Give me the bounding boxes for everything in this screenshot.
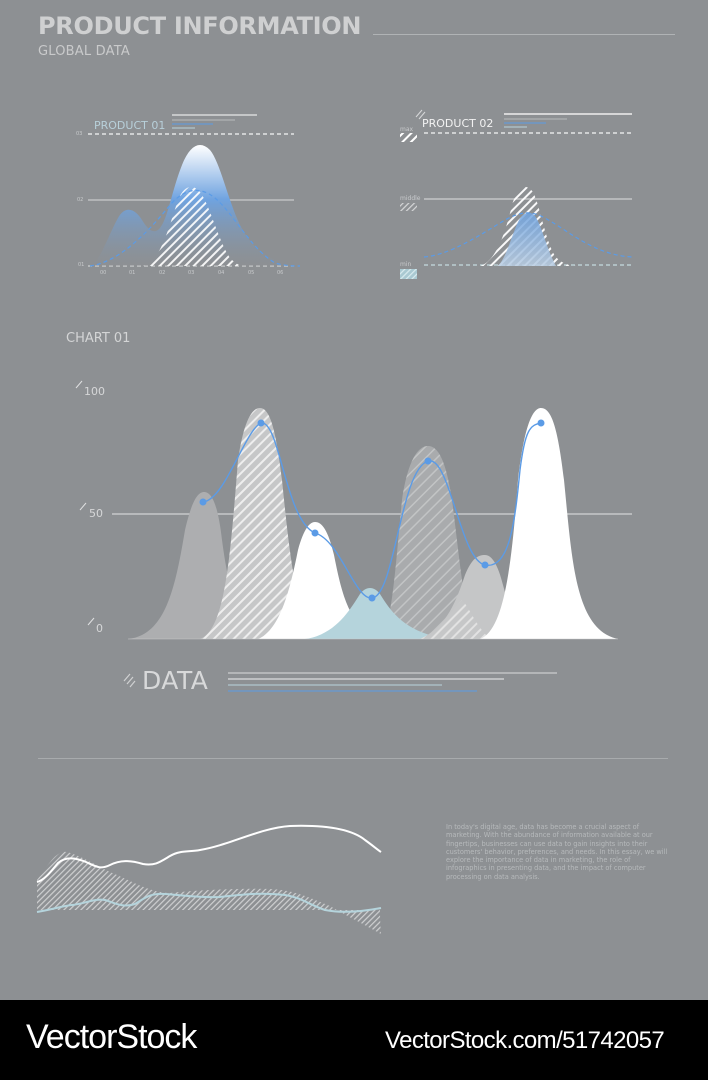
page-title: PRODUCT INFORMATION <box>38 12 362 40</box>
product02-label: PRODUCT 02 <box>422 117 494 130</box>
legend-middle-swatch <box>400 203 417 211</box>
title-rule <box>373 34 675 35</box>
bottom-line-chart <box>36 824 382 934</box>
product01-xtick-02: 02 <box>159 270 166 276</box>
legend-max-swatch <box>400 133 417 142</box>
description-paragraph: In today's digital age, data has become … <box>446 823 668 881</box>
product01-xtick-00: 00 <box>100 270 107 276</box>
product01-ytick-01: 01 <box>78 262 85 268</box>
chart01-title: CHART 01 <box>66 331 131 346</box>
product01-ytick-03: 03 <box>76 131 83 137</box>
page-subtitle: GLOBAL DATA <box>38 44 130 59</box>
product01-xtick-06: 06 <box>277 270 284 276</box>
product01-xtick-01: 01 <box>129 270 136 276</box>
footer-brand: VectorStock <box>26 1018 197 1056</box>
product01-ytick-02: 02 <box>77 197 84 203</box>
chart01 <box>75 380 632 640</box>
chart01-ytick-0: 0 <box>96 622 103 635</box>
section-divider <box>38 758 668 759</box>
chart01-ytick-100: 100 <box>84 385 105 398</box>
product01-xtick-03: 03 <box>188 270 195 276</box>
chart01-ytick-50: 50 <box>89 507 103 520</box>
legend-min-swatch <box>400 269 417 279</box>
legend-min-label: min <box>400 261 412 268</box>
footer-bar <box>0 1000 708 1080</box>
data-label: DATA <box>142 666 209 695</box>
footer-url: VectorStock.com/51742057 <box>385 1027 665 1054</box>
legend-middle-label: middle <box>400 195 421 202</box>
product01-label: PRODUCT 01 <box>94 119 166 132</box>
chart01-markers <box>199 419 545 602</box>
legend-max-label: max <box>400 126 414 133</box>
product01-xtick-05: 05 <box>248 270 255 276</box>
product01-chart <box>88 114 301 267</box>
data-section-decor <box>123 672 557 692</box>
product01-xtick-04: 04 <box>218 270 225 276</box>
product02-chart <box>400 109 633 279</box>
infographic-canvas <box>36 109 633 934</box>
